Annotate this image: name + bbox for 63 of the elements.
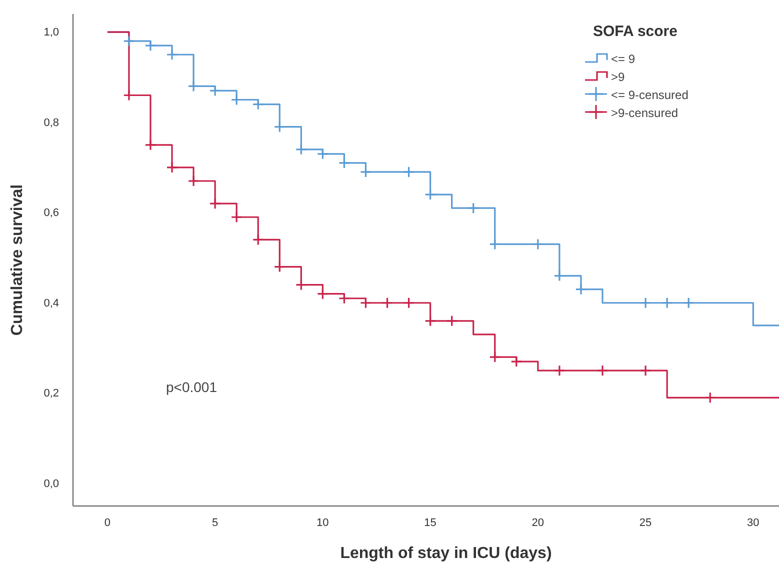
point <box>338 292 350 304</box>
point <box>402 297 415 309</box>
point <box>381 297 394 309</box>
legend-label: <= 9 <box>611 52 636 66</box>
point <box>166 162 178 174</box>
point <box>402 166 415 178</box>
y-axis-title: Cumulative survival <box>9 184 26 336</box>
point <box>274 121 286 133</box>
point <box>575 284 587 296</box>
y-tick-label: 0,0 <box>44 478 59 490</box>
point <box>166 48 178 60</box>
point <box>489 351 501 363</box>
point <box>424 188 436 200</box>
point <box>682 297 694 309</box>
annotation: p<0.001 <box>166 379 218 395</box>
y-tick-label: 0,4 <box>44 297 59 310</box>
point <box>295 144 307 156</box>
legend-label: >9 <box>611 70 626 84</box>
point <box>446 315 458 327</box>
point <box>209 198 221 210</box>
point <box>252 98 264 110</box>
x-tick-label: 20 <box>532 516 544 529</box>
legend-label: <= 9-censured <box>611 88 688 102</box>
point <box>554 364 566 376</box>
point <box>123 35 135 47</box>
point <box>661 297 673 309</box>
point <box>188 175 200 187</box>
point <box>252 234 264 246</box>
point <box>424 315 436 327</box>
x-tick-label: 15 <box>424 516 436 529</box>
legend-label: >9-censured <box>611 106 678 120</box>
point <box>704 392 716 404</box>
point <box>316 288 328 300</box>
legend-title: SOFA score <box>593 23 678 40</box>
point <box>209 84 221 97</box>
point <box>489 238 501 250</box>
point <box>360 297 372 309</box>
point <box>532 238 544 250</box>
point <box>274 260 286 273</box>
point <box>640 297 652 309</box>
y-tick-label: 0,2 <box>44 388 59 400</box>
x-tick-label: 0 <box>104 516 110 529</box>
point <box>144 139 156 151</box>
point <box>144 40 156 52</box>
point <box>640 364 652 376</box>
point <box>188 80 200 92</box>
point <box>554 270 566 282</box>
y-tick-label: 0,6 <box>44 207 59 220</box>
x-tick-label: 5 <box>212 516 218 529</box>
point <box>316 148 328 160</box>
point <box>468 202 480 214</box>
x-tick-label: 25 <box>639 516 652 529</box>
x-tick-label: 30 <box>747 516 760 529</box>
point <box>338 157 350 169</box>
point <box>360 166 372 178</box>
x-axis-title: Length of stay in ICU (days) <box>340 545 552 562</box>
point <box>596 364 608 376</box>
point <box>230 211 242 223</box>
x-tick-label: 10 <box>316 516 329 529</box>
point <box>295 279 307 291</box>
y-tick-label: 0,8 <box>44 116 59 129</box>
y-tick-label: 1,0 <box>44 26 59 39</box>
point <box>510 356 522 368</box>
